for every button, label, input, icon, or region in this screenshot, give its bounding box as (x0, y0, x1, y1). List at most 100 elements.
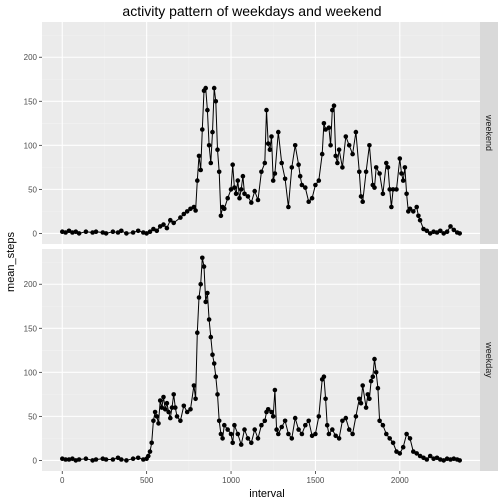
data-point (206, 317, 212, 322)
data-point (385, 165, 391, 170)
data-point (365, 392, 371, 397)
data-point (152, 409, 158, 415)
data-point (225, 195, 230, 201)
data-point (218, 431, 224, 437)
data-point (178, 418, 183, 424)
data-point (93, 229, 99, 234)
data-point (397, 156, 403, 161)
data-point (171, 220, 176, 226)
data-point (404, 191, 409, 197)
data-point (457, 231, 463, 236)
data-point (384, 431, 389, 437)
data-point (249, 440, 254, 446)
data-point (389, 204, 394, 210)
data-point (200, 127, 205, 132)
data-point (149, 440, 154, 446)
data-point (205, 107, 210, 113)
data-point (289, 436, 295, 441)
data-point (235, 431, 241, 437)
data-point (343, 134, 349, 139)
data-point (184, 209, 190, 214)
data-point (215, 392, 220, 397)
data-point (279, 424, 285, 430)
data-point (296, 427, 301, 432)
data-point (198, 281, 203, 287)
data-point (372, 356, 377, 362)
data-point (313, 182, 318, 188)
data-point (159, 405, 165, 410)
data-point (387, 187, 393, 192)
data-point (222, 422, 227, 428)
data-point (321, 374, 327, 380)
data-point (316, 178, 322, 183)
data-point (299, 182, 305, 188)
data-point (255, 436, 261, 441)
data-point (390, 187, 396, 192)
data-point (270, 414, 276, 419)
data-point (76, 457, 82, 462)
data-point (306, 199, 312, 204)
data-point (343, 415, 349, 421)
x-tick-label: 2000 (391, 476, 409, 485)
data-point (367, 396, 372, 402)
data-point (124, 231, 129, 236)
data-point (451, 227, 457, 233)
data-point (264, 107, 269, 113)
data-point (240, 173, 246, 179)
data-point (400, 178, 406, 183)
data-point (66, 228, 72, 234)
data-point (210, 129, 215, 135)
data-point (259, 422, 264, 428)
data-point (303, 422, 308, 428)
data-point (200, 255, 205, 261)
data-point (269, 409, 274, 415)
data-point (358, 400, 364, 406)
data-point (216, 418, 222, 424)
data-point (296, 162, 301, 167)
data-point (215, 147, 220, 152)
data-point (448, 224, 453, 229)
data-point (168, 217, 173, 223)
data-point (166, 409, 171, 415)
facet-strip-label: weekend (484, 114, 494, 151)
data-point (358, 194, 364, 199)
data-point (414, 451, 420, 456)
data-point (76, 231, 82, 236)
data-point (350, 431, 355, 437)
data-point (262, 160, 268, 166)
data-point (372, 185, 377, 190)
data-point (203, 85, 208, 91)
data-point (151, 418, 156, 424)
data-point (196, 295, 202, 300)
data-point (270, 178, 276, 183)
data-point (457, 458, 463, 463)
data-point (218, 213, 224, 219)
data-point (286, 204, 291, 210)
data-point (262, 418, 268, 424)
data-point (181, 403, 187, 409)
data-point (313, 431, 318, 437)
data-point (146, 453, 151, 459)
data-point (171, 392, 176, 397)
y-axis-title: mean_steps (5, 232, 17, 292)
data-point (119, 457, 124, 462)
data-point (319, 151, 325, 157)
data-point (400, 444, 406, 450)
data-point (164, 225, 170, 231)
data-point (213, 99, 219, 104)
y-tick-label: 0 (33, 229, 38, 238)
data-point (169, 405, 175, 410)
data-point (427, 231, 433, 236)
data-point (363, 169, 369, 175)
data-point (220, 436, 225, 441)
data-point (427, 453, 433, 459)
data-point (196, 153, 202, 159)
data-point (292, 143, 298, 148)
data-point (340, 165, 345, 170)
data-point (230, 162, 235, 167)
y-tick-label: 200 (24, 280, 38, 289)
data-point (407, 206, 413, 212)
data-point (242, 191, 247, 197)
data-point (274, 427, 279, 432)
